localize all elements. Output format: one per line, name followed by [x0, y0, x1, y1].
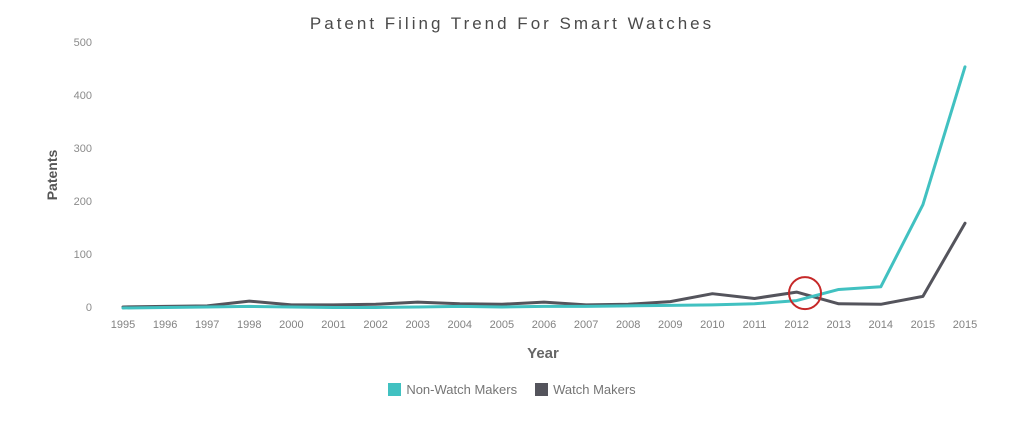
chart-title: Patent Filing Trend For Smart Watches — [309, 14, 715, 33]
legend-item-watch-makers: Watch Makers — [535, 382, 636, 397]
line-watch-makers — [121, 221, 967, 309]
x-tick-4-2000: 2000 — [279, 319, 304, 331]
line-non-watch-makers — [121, 65, 967, 310]
x-tick-8-2004: 2004 — [447, 319, 473, 331]
legend-swatch-watch-makers-icon — [535, 383, 549, 396]
y-tick-200: 200 — [73, 196, 92, 208]
x-tick-0-1995: 1995 — [110, 319, 136, 331]
y-tick-100: 100 — [73, 249, 92, 261]
legend-swatch-non-watch-makers-icon — [388, 383, 402, 396]
x-tick-1-1996: 1996 — [152, 319, 178, 331]
y-tick-0: 0 — [85, 302, 92, 314]
y-tick-300: 300 — [73, 143, 92, 155]
x-tick-3-1998: 1998 — [237, 319, 262, 331]
x-tick-20-2015: 2015 — [952, 319, 978, 331]
legend-label-non-watch-makers: Non-Watch Makers — [406, 382, 518, 397]
x-tick-19-2015: 2015 — [910, 319, 936, 331]
x-tick-12-2008: 2008 — [615, 319, 641, 331]
x-tick-9-2005: 2005 — [489, 319, 515, 331]
legend-label-watch-makers: Watch Makers — [553, 382, 636, 397]
y-tick-400: 400 — [73, 90, 92, 102]
legend: Non-Watch Makers Watch Makers — [0, 382, 1024, 397]
x-tick-18-2014: 2014 — [868, 319, 894, 331]
legend-item-non-watch-makers: Non-Watch Makers — [388, 382, 517, 397]
x-axis-label: Year — [527, 345, 559, 362]
x-tick-11-2007: 2007 — [573, 319, 599, 331]
x-tick-14-2010: 2010 — [700, 319, 725, 331]
x-tick-17-2013: 2013 — [826, 319, 851, 331]
annotation-circle — [788, 276, 823, 311]
x-tick-5-2001: 2001 — [321, 319, 346, 331]
x-tick-10-2006: 2006 — [531, 319, 557, 331]
x-tick-7-2003: 2003 — [405, 319, 430, 331]
x-tick-13-2009: 2009 — [658, 319, 683, 331]
y-tick-500: 500 — [73, 37, 92, 49]
x-tick-6-2002: 2002 — [363, 319, 388, 331]
x-tick-15-2011: 2011 — [742, 319, 767, 331]
x-tick-2-1997: 1997 — [194, 319, 220, 331]
x-tick-16-2012: 2012 — [784, 319, 809, 331]
